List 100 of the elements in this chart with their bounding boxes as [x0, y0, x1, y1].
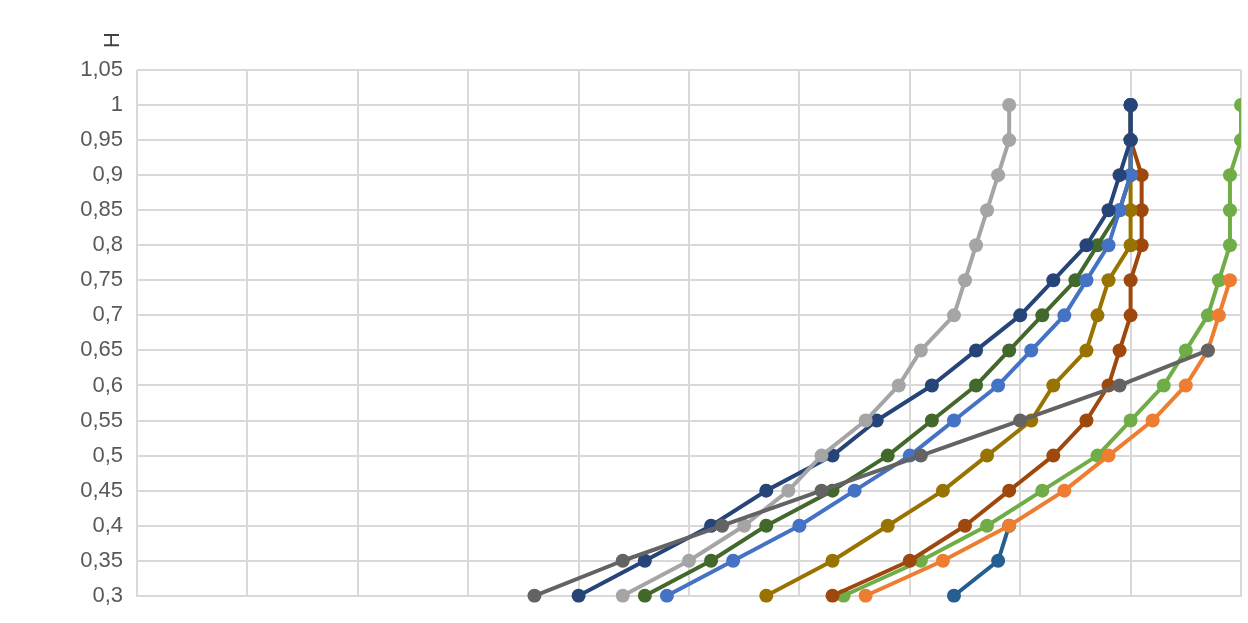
point	[1123, 238, 1138, 253]
point	[615, 588, 630, 603]
point	[958, 273, 972, 288]
y-axis-title: Н	[99, 32, 125, 48]
point	[825, 553, 840, 568]
point	[980, 203, 995, 218]
point	[946, 413, 961, 428]
point	[935, 483, 950, 498]
point	[1013, 308, 1028, 323]
point	[1222, 168, 1237, 183]
point	[924, 413, 939, 428]
y-tick-label: 0,35	[80, 546, 123, 572]
point	[991, 378, 1006, 393]
point	[1090, 308, 1105, 323]
point	[527, 588, 542, 603]
point	[737, 518, 752, 533]
point	[1101, 448, 1116, 463]
point	[991, 553, 1006, 568]
point	[1112, 378, 1127, 393]
point	[825, 588, 840, 603]
point	[913, 343, 928, 358]
point	[759, 518, 774, 533]
point	[781, 483, 796, 498]
point	[615, 553, 630, 568]
point	[880, 518, 895, 533]
point	[1002, 98, 1017, 113]
y-tick-label: 0,85	[80, 196, 123, 222]
point	[1178, 343, 1193, 358]
point	[814, 483, 829, 498]
point	[991, 168, 1006, 183]
point	[891, 378, 906, 393]
point	[726, 553, 741, 568]
point	[1222, 203, 1237, 218]
y-tick-label: 0,45	[80, 476, 123, 502]
point	[1057, 483, 1072, 498]
point	[847, 483, 862, 498]
point	[958, 518, 972, 533]
point	[1035, 308, 1050, 323]
point	[1046, 448, 1061, 463]
point	[1123, 308, 1138, 323]
point	[1057, 308, 1072, 323]
point	[759, 588, 774, 603]
y-tick-label: 1	[110, 91, 123, 117]
point	[1079, 413, 1094, 428]
y-tick-label: 1,05	[80, 56, 123, 82]
point	[704, 553, 719, 568]
point	[1112, 168, 1127, 183]
point	[969, 238, 984, 253]
point	[858, 413, 873, 428]
y-tick-label: 0,8	[92, 231, 123, 257]
point	[980, 518, 995, 533]
point	[935, 553, 950, 568]
point	[1002, 133, 1017, 148]
point	[1046, 378, 1061, 393]
y-tick-label: 0,5	[92, 441, 123, 467]
point	[1112, 343, 1127, 358]
point	[1101, 203, 1116, 218]
point	[980, 448, 995, 463]
point	[637, 553, 652, 568]
point	[1024, 343, 1039, 358]
point	[637, 588, 652, 603]
point	[946, 588, 961, 603]
point	[1156, 378, 1171, 393]
point	[759, 483, 774, 498]
point	[1046, 273, 1061, 288]
point	[814, 448, 829, 463]
point	[1222, 238, 1237, 253]
point	[969, 378, 984, 393]
point	[1079, 238, 1094, 253]
point	[924, 378, 939, 393]
point	[1145, 413, 1160, 428]
point	[1222, 273, 1237, 288]
point	[1079, 273, 1094, 288]
point	[1079, 343, 1094, 358]
point	[1013, 413, 1028, 428]
y-tick-label: 0,6	[92, 371, 123, 397]
point	[858, 588, 873, 603]
point	[715, 518, 730, 533]
point	[1178, 378, 1193, 393]
y-tick-label: 0,95	[80, 126, 123, 152]
point	[1002, 483, 1017, 498]
y-tick-label: 0,65	[80, 336, 123, 362]
y-tick-label: 0,4	[92, 511, 123, 537]
point	[1123, 413, 1138, 428]
point	[792, 518, 807, 533]
point	[1123, 273, 1138, 288]
point	[571, 588, 586, 603]
point	[659, 588, 674, 603]
y-tick-label: 0,3	[92, 581, 123, 607]
y-tick-label: 0,55	[80, 406, 123, 432]
point	[946, 308, 961, 323]
point	[1211, 308, 1226, 323]
y-tick-label: 0,7	[92, 301, 123, 327]
point	[1101, 273, 1116, 288]
point	[880, 448, 895, 463]
point	[682, 553, 696, 568]
point	[1035, 483, 1050, 498]
point	[902, 553, 917, 568]
y-tick-label: 0,75	[80, 266, 123, 292]
y-tick-label: 0,9	[92, 161, 123, 187]
